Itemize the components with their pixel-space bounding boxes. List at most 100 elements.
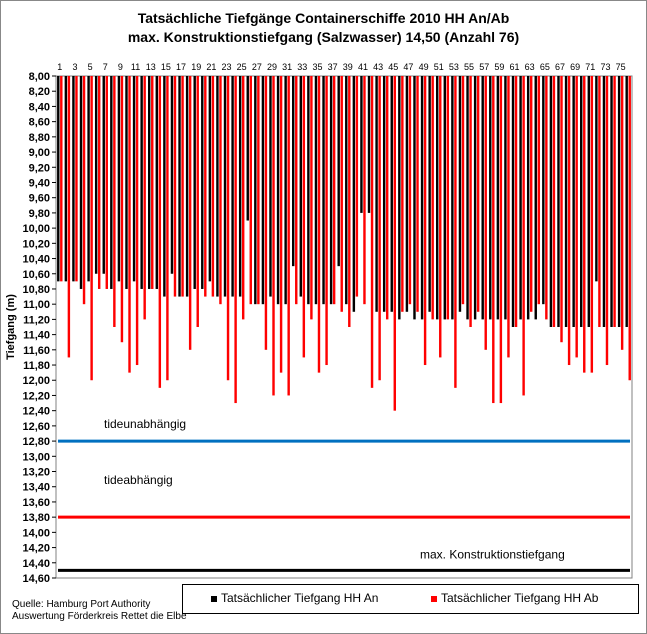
bar-ab [317, 76, 321, 373]
x-tick-label: 9 [118, 62, 123, 72]
y-tick-label: 11,00 [23, 299, 50, 311]
bar-ab [82, 76, 86, 305]
x-tick-label: 1 [57, 62, 62, 72]
y-tick-label: 13,20 [22, 467, 50, 479]
bar-an [125, 76, 128, 289]
bar-an [436, 76, 439, 320]
bar-ab [378, 76, 381, 381]
bar-an [458, 76, 462, 312]
bar-ab [279, 76, 283, 373]
bar-ab [173, 76, 177, 297]
reference-line-label: tideabhängig [104, 473, 173, 487]
bar-an [511, 76, 515, 327]
bar-ab [151, 76, 154, 289]
bar-ab [529, 76, 533, 312]
bar-ab [188, 76, 192, 350]
y-tick-label: 10,20 [22, 238, 50, 250]
y-tick-label: 9,00 [29, 147, 50, 159]
bar-an [625, 76, 628, 327]
bar-an [367, 76, 371, 213]
bar-ab [105, 76, 108, 289]
x-tick-label: 33 [297, 62, 307, 72]
x-tick-label: 5 [88, 62, 93, 72]
bar-ab [75, 76, 78, 282]
bar-an [238, 76, 242, 297]
bar-ab [226, 76, 230, 381]
legend-swatch-an [211, 595, 217, 602]
bar-ab [135, 76, 139, 366]
x-tick-label: 31 [282, 62, 292, 72]
bar-ab [264, 76, 268, 350]
bar-ab [522, 76, 525, 396]
bar-an [602, 76, 606, 327]
bar-ab [461, 76, 465, 305]
x-tick-label: 15 [161, 62, 171, 72]
bar-ab [393, 76, 396, 411]
bar-ab [401, 76, 404, 312]
x-tick-label: 3 [72, 62, 77, 72]
x-tick-label: 17 [176, 62, 186, 72]
bar-ab [295, 76, 298, 305]
bar-an [580, 76, 583, 327]
bar-an [329, 76, 333, 305]
bar-ab [128, 76, 131, 373]
bar-ab [340, 76, 343, 312]
y-tick-label: 12,40 [22, 406, 50, 418]
bar-an [132, 76, 136, 282]
bar-ab [355, 76, 359, 297]
y-tick-label: 11,20 [23, 314, 50, 326]
y-tick-label: 14,00 [22, 527, 50, 539]
bar-ab [348, 76, 351, 327]
bar-an [102, 76, 105, 274]
bar-an [572, 76, 575, 327]
x-tick-label: 35 [312, 62, 322, 72]
bar-an [231, 76, 234, 297]
bar-an [117, 76, 121, 282]
bar-an [72, 76, 75, 282]
bar-an [466, 76, 469, 320]
bar-an [610, 76, 613, 327]
y-tick-label: 10,60 [22, 269, 50, 281]
bar-ab [620, 76, 624, 350]
x-tick-label: 75 [616, 62, 626, 72]
bar-an [405, 76, 409, 312]
x-tick-label: 63 [525, 62, 535, 72]
bar-an [201, 76, 204, 289]
bar-an [322, 76, 325, 305]
bar-ab [332, 76, 336, 305]
bar-an [382, 76, 386, 312]
analysis-note: Auswertung Förderkreis Rettet die Elbe [12, 611, 187, 622]
bar-an [193, 76, 196, 289]
chart-title: Tatsächliche Tiefgänge Containerschiffe … [137, 10, 510, 26]
y-tick-label: 12,60 [22, 421, 50, 433]
bar-ab [492, 76, 495, 404]
chart-subtitle: max. Konstruktionstiefgang (Salzwasser) … [127, 29, 520, 45]
x-tick-label: 69 [570, 62, 580, 72]
bar-ab [507, 76, 510, 358]
x-tick-label: 49 [419, 62, 429, 72]
bar-ab [423, 76, 427, 366]
bar-ab [90, 76, 93, 381]
bar-an [549, 76, 553, 327]
x-tick-label: 7 [103, 62, 108, 72]
bar-ab [545, 76, 548, 320]
y-tick-label: 13,40 [22, 482, 50, 494]
bar-ab [363, 76, 366, 305]
legend-swatch-ab [431, 595, 437, 602]
y-tick-label: 10,80 [22, 284, 50, 296]
x-tick-label: 67 [555, 62, 565, 72]
bar-ab [598, 76, 601, 327]
x-tick-label: 11 [131, 62, 140, 72]
bar-ab [302, 76, 306, 358]
x-tick-label: 59 [494, 62, 504, 72]
bar-an [208, 76, 212, 282]
bar-ab [385, 76, 389, 320]
y-tick-label: 13,60 [22, 497, 50, 509]
legend-item-ab: Tatsächlicher Tiefgang HH Ab [431, 591, 598, 605]
y-tick-label: 11,40 [23, 330, 50, 342]
reference-line-label: tideunabhängig [104, 417, 186, 431]
y-tick-label: 13,00 [22, 451, 50, 463]
bar-an [261, 76, 265, 305]
y-tick-label: 8,60 [29, 117, 50, 129]
